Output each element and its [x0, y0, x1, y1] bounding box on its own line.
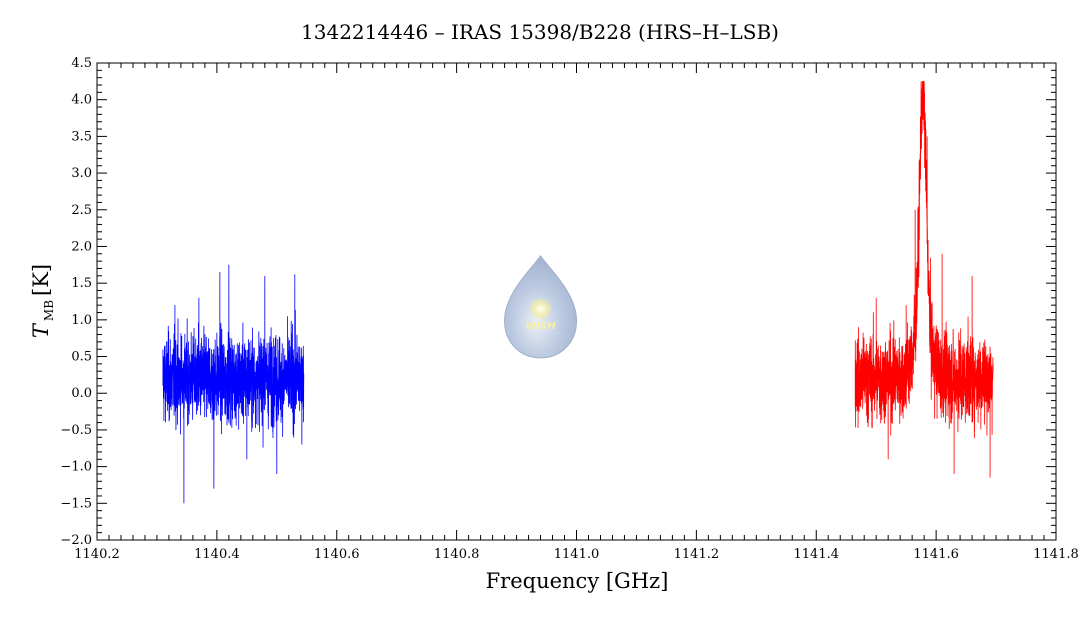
y-axis-title: TMB [K]: [29, 264, 56, 338]
x-tick-label: 1140.2: [74, 547, 120, 562]
x-tick-label: 1141.0: [554, 547, 600, 562]
plot-border: [96, 62, 1057, 541]
y-axis-unit: [K]: [29, 264, 53, 296]
star-icon: [528, 296, 553, 321]
plot-frame: [96, 62, 1057, 541]
y-axis-subscript: MB: [42, 300, 56, 321]
axis-ticks: [96, 62, 1057, 541]
wish-logo: WISH: [504, 254, 578, 359]
y-tick-label: −2.0: [60, 533, 92, 548]
y-tick-label: −1.5: [60, 496, 92, 511]
y-tick-label: 1.5: [71, 276, 92, 291]
x-tick-label: 1141.6: [913, 547, 959, 562]
wish-logo-text: WISH: [525, 321, 556, 332]
y-tick-label: 4.0: [71, 93, 92, 108]
x-tick-labels: 1140.2 1140.4 1140.6 1140.8 1141.0 1141.2 1141…: [74, 547, 1079, 562]
x-tick-label: 1141.8: [1033, 547, 1079, 562]
x-tick-label: 1141.2: [674, 547, 720, 562]
y-tick-label: 2.0: [71, 239, 92, 254]
x-tick-label: 1141.4: [794, 547, 840, 562]
x-tick-label: 1140.8: [434, 547, 480, 562]
y-tick-label: 4.5: [71, 56, 92, 71]
blue-spectrum-series: [162, 264, 305, 504]
y-tick-label: 0.5: [71, 350, 92, 365]
y-tick-label: 0.0: [71, 386, 92, 401]
y-tick-label: 3.5: [71, 129, 92, 144]
chart-title: 1342214446 – IRAS 15398/B228 (HRS–H–LSB): [301, 20, 779, 44]
series-layer: [162, 80, 994, 504]
y-tick-label: 3.0: [71, 166, 92, 181]
x-tick-label: 1140.6: [314, 547, 360, 562]
x-axis-title: Frequency [GHz]: [486, 569, 669, 593]
y-tick-label: −0.5: [60, 423, 92, 438]
y-tick-labels: −2.0 −1.5 −1.0 −0.5 0.0 0.5 1.0 1.5 2.0 2.5 3.0 3.5…: [60, 56, 92, 548]
y-tick-label: −1.0: [60, 460, 92, 475]
x-tick-label: 1140.4: [194, 547, 240, 562]
y-axis-symbol: T: [29, 322, 53, 338]
red-spectrum-series: [854, 80, 994, 478]
y-tick-label: 2.5: [71, 203, 92, 218]
y-tick-label: 1.0: [71, 313, 92, 328]
